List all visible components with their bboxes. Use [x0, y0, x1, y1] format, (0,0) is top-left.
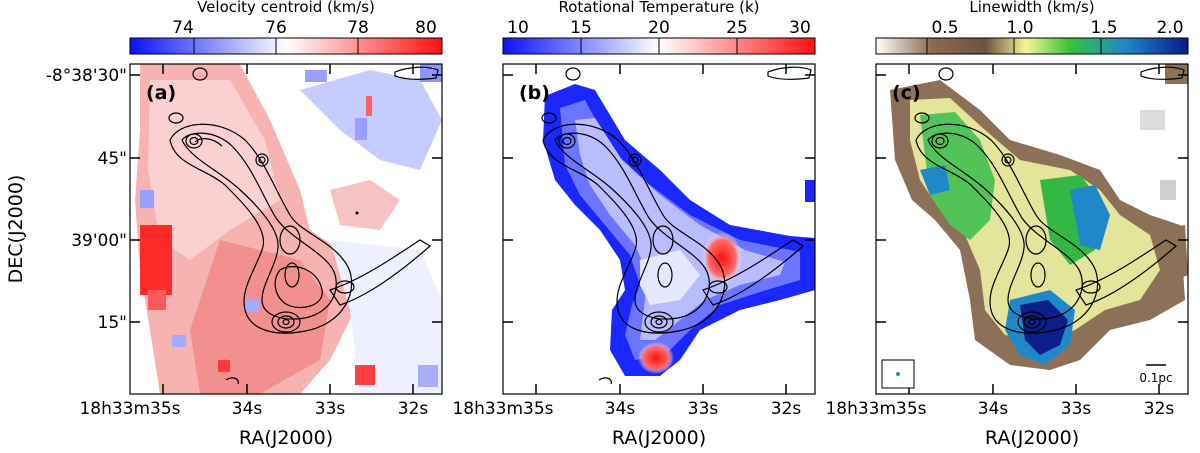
x-axis-label-c: RA(J2000): [985, 427, 1079, 449]
colorbar-ticklabel: 74: [172, 18, 194, 38]
y-axis-label: DEC(J2000): [5, 175, 27, 284]
colorbar-ticklabel: 25: [726, 18, 748, 38]
colorbar-title-a: Velocity centroid (km/s): [197, 0, 375, 16]
dec-ticklabel: 15": [98, 313, 127, 333]
beam-ellipse: [896, 372, 900, 376]
colorbar-ticklabel: 10: [507, 18, 529, 38]
ra-ticklabel: 33s: [688, 399, 719, 419]
panel-label-b: (b): [519, 82, 550, 104]
x-ticklabels-b: 18h33m35s 34s 33s 32s: [452, 399, 801, 419]
ra-ticklabel: 34s: [978, 399, 1009, 419]
scalebar-label: 0.1pc: [1139, 371, 1172, 385]
dec-ticklabel: 45": [98, 149, 127, 169]
axes-frame-c: [875, 63, 1189, 395]
colorbar-a: [129, 37, 443, 55]
axis-ticks-b: [503, 64, 815, 394]
panel-a: Velocity centroid (km/s) 74 76 78 80: [46, 0, 443, 449]
dec-ticklabel: 39'00": [71, 231, 127, 251]
colorbar-ticklabel: 1.0: [1006, 18, 1033, 38]
beam-box: [881, 359, 915, 389]
x-ticklabels-a: 18h33m35s 34s 33s 32s: [79, 399, 428, 419]
ra-ticklabel: 32s: [771, 399, 802, 419]
y-ticklabels: -8°38'30" 45" 39'00" 15": [46, 66, 127, 333]
axes-frame-a: [129, 63, 443, 395]
colorbar-ticklabels-c: 0.5 1.0 1.5 2.0: [931, 18, 1183, 38]
map-c: [876, 64, 1188, 394]
map-a: [130, 64, 442, 394]
ra-ticklabel: 32s: [398, 399, 429, 419]
panel-label-c: (c): [892, 82, 921, 104]
ra-ticklabel: 18h33m35s: [79, 399, 180, 419]
map-b: [503, 64, 815, 394]
panel-label-a: (a): [146, 82, 176, 104]
x-ticklabels-c: 18h33m35s 34s 33s 32s: [825, 399, 1174, 419]
ra-ticklabel: 33s: [315, 399, 346, 419]
colorbar-ticklabel: 76: [265, 18, 287, 38]
ra-ticklabel: 34s: [605, 399, 636, 419]
ra-ticklabel: 32s: [1144, 399, 1175, 419]
axis-ticks-a: [130, 64, 442, 394]
x-axis-label-a: RA(J2000): [239, 427, 333, 449]
colorbar-ticklabel: 78: [347, 18, 369, 38]
ra-ticklabel: 18h33m35s: [825, 399, 926, 419]
axes-frame-b: [502, 63, 816, 395]
colorbar-ticklabel: 20: [648, 18, 670, 38]
colorbar-ticklabel: 2.0: [1156, 18, 1183, 38]
colorbar-c: [875, 37, 1189, 55]
colorbar-title-b: Rotational Temperature (k): [558, 0, 759, 16]
colorbar-ticks-c: [926, 38, 1102, 54]
panel-c: Linewidth (km/s) 0.5 1.0 1.5 2.0: [825, 0, 1189, 449]
panel-b: Rotational Temperature (k) 10 15 20 25 3…: [452, 0, 816, 449]
colorbar-ticklabel: 0.5: [931, 18, 958, 38]
x-axis-label-b: RA(J2000): [612, 427, 706, 449]
ra-ticklabel: 34s: [232, 399, 263, 419]
colorbar-ticklabels-b: 10 15 20 25 30: [507, 18, 811, 38]
colorbar-ticklabels-a: 74 76 78 80: [172, 18, 437, 38]
colorbar-ticks-a: [193, 38, 359, 54]
dec-ticklabel: -8°38'30": [46, 66, 127, 86]
colorbar-ticklabel: 1.5: [1090, 18, 1117, 38]
ra-ticklabel: 18h33m35s: [452, 399, 553, 419]
colorbar-ticklabel: 30: [789, 18, 811, 38]
scalebar: 0.1pc: [1139, 364, 1173, 385]
colorbar-ticklabel: 15: [570, 18, 592, 38]
ra-ticklabel: 33s: [1061, 399, 1092, 419]
colorbar-title-c: Linewidth (km/s): [969, 0, 1094, 16]
colorbar-ticks-b: [580, 38, 738, 54]
colorbar-ticklabel: 80: [415, 18, 437, 38]
